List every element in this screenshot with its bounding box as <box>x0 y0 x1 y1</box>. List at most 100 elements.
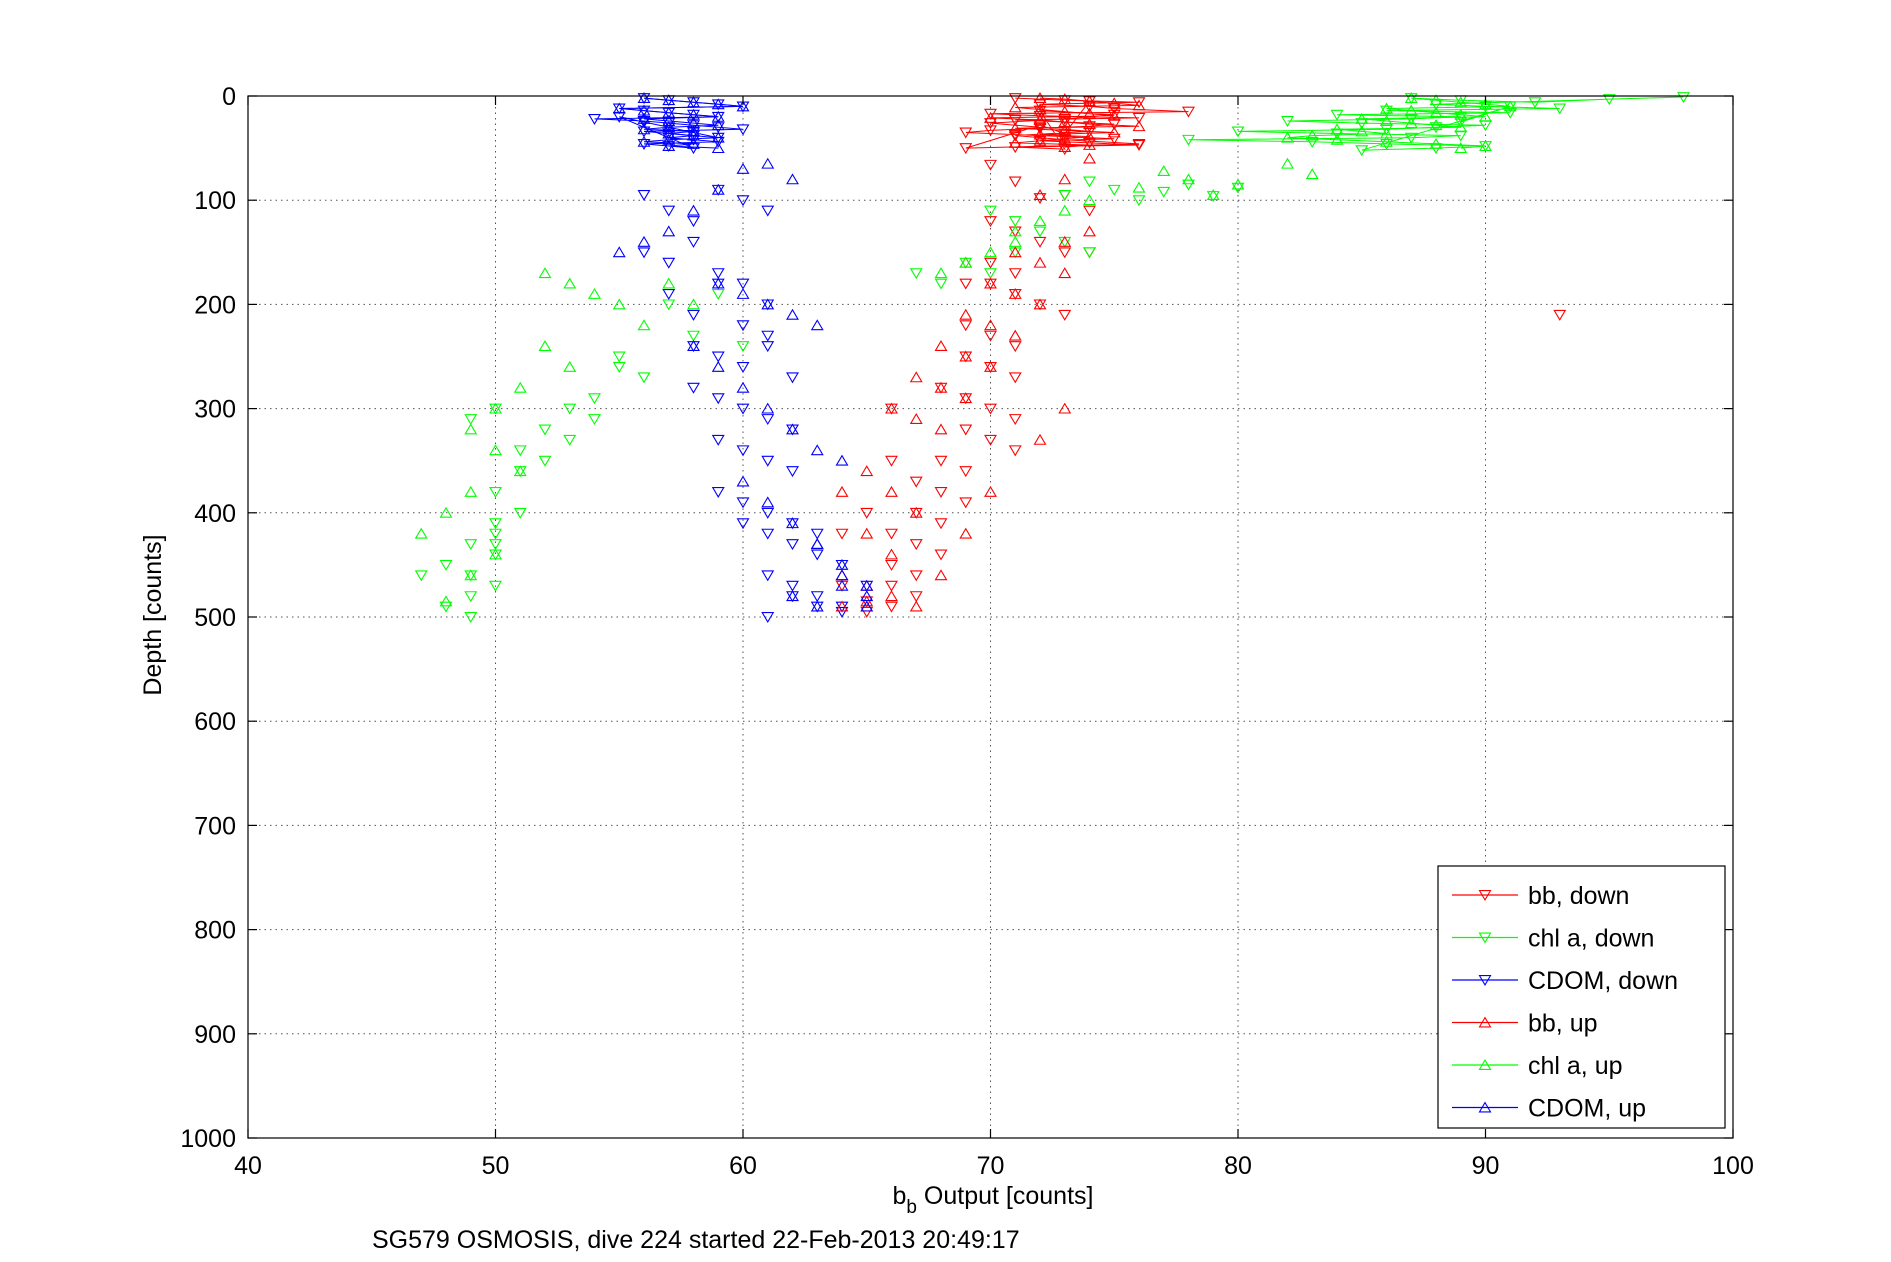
data-point-bb-down <box>1008 341 1022 353</box>
legend-label: bb, down <box>1528 882 1629 910</box>
data-point-chl-a-down <box>984 205 997 217</box>
data-point-chl-a-up <box>1380 135 1393 147</box>
legend-label: CDOM, up <box>1528 1095 1646 1123</box>
legend: bb, down chl a, down CDOM, down bb, up chl a… <box>1437 865 1726 1129</box>
data-point-chl-a-up <box>984 246 997 258</box>
data-point-chl-a-up <box>1404 104 1418 116</box>
data-point-chl-a-up <box>1008 235 1022 247</box>
legend-label: bb, up <box>1528 1010 1598 1038</box>
data-point-chl-a-down <box>1008 216 1022 228</box>
data-point-cdom-up <box>761 298 775 310</box>
data-point-bb-up <box>860 527 874 539</box>
data-point-cdom-down <box>761 528 775 540</box>
data-point-bb-down <box>1058 134 1072 146</box>
data-point-cdom-down <box>711 393 725 405</box>
data-point-bb-up <box>835 485 849 497</box>
legend-marker <box>1478 932 1492 944</box>
data-point-bb-up <box>885 485 898 497</box>
data-point-chl-a-up <box>489 444 502 456</box>
y-tick-label: 600 <box>194 708 236 736</box>
data-point-chl-a-up <box>637 319 651 331</box>
data-point-bb-up <box>909 600 923 612</box>
data-point-bb-up <box>1058 235 1072 247</box>
data-point-bb-down <box>1083 137 1096 149</box>
data-point-chl-a-down <box>1677 92 1690 104</box>
data-point-cdom-down <box>637 190 651 202</box>
data-point-chl-a-down <box>439 601 453 613</box>
data-point-chl-a-up <box>1330 133 1344 145</box>
data-point-bb-up <box>1083 118 1096 130</box>
y-tick-label: 700 <box>194 812 236 840</box>
data-point-bb-down <box>984 257 997 269</box>
data-point-cdom-up <box>662 114 676 126</box>
data-point-bb-down <box>1008 176 1022 188</box>
data-point-bb-up <box>885 548 898 560</box>
data-point-chl-a-up <box>1404 92 1418 104</box>
data-point-chl-a-down <box>1157 186 1171 198</box>
data-point-bb-up <box>1058 173 1072 185</box>
data-point-bb-down <box>1033 120 1047 132</box>
legend-item-cdom-down: CDOM, down <box>1452 967 1678 995</box>
data-point-bb-down <box>959 320 973 332</box>
data-point-bb-down <box>1033 193 1047 205</box>
data-point-chl-a-up <box>414 527 428 539</box>
data-point-chl-a-up <box>1355 125 1369 137</box>
data-point-cdom-down <box>786 539 799 551</box>
data-point-bb-down <box>1132 112 1146 124</box>
data-point-bb-up <box>1008 101 1022 113</box>
data-point-chl-a-up <box>1281 157 1294 169</box>
data-point-chl-a-down <box>513 445 527 457</box>
data-point-chl-a-up <box>1479 139 1492 151</box>
data-point-bb-down <box>984 403 997 415</box>
data-markers <box>414 92 1690 624</box>
data-point-chl-a-up <box>662 277 676 289</box>
y-tick-label: 900 <box>194 1021 236 1049</box>
data-point-chl-a-down <box>538 424 552 436</box>
data-point-bb-up <box>835 600 849 612</box>
data-point-chl-a-up <box>934 267 948 279</box>
data-point-bb-down <box>1058 131 1072 143</box>
data-point-chl-a-up <box>1503 100 1517 112</box>
data-point-chl-a-down <box>909 268 923 280</box>
x-axis-label-rest: Output [counts] <box>917 1182 1094 1210</box>
data-point-bb-down <box>1553 309 1567 321</box>
data-point-cdom-up <box>711 142 725 154</box>
data-point-bb-up <box>1083 152 1096 164</box>
data-point-cdom-down <box>711 487 725 498</box>
data-point-cdom-up <box>736 100 750 112</box>
data-point-cdom-down <box>662 289 676 301</box>
data-point-cdom-up <box>637 135 651 147</box>
data-point-cdom-down <box>736 445 750 457</box>
tick-labels: 40 50 60 70 80 90 1000100200300400500600700800… <box>180 83 1753 1180</box>
data-point-chl-a-down <box>1083 247 1096 259</box>
data-point-chl-a-up <box>538 267 552 279</box>
data-point-chl-a-down <box>538 455 552 467</box>
data-point-bb-up <box>909 412 923 424</box>
data-point-chl-a-up <box>1033 215 1047 226</box>
data-point-bb-up <box>959 527 973 539</box>
data-point-chl-a-down <box>984 268 997 280</box>
series-surface-cdom-up <box>612 92 750 154</box>
data-point-bb-down <box>959 497 973 509</box>
data-point-chl-a-down <box>637 372 651 384</box>
data-point-bb-down <box>885 455 898 467</box>
data-point-cdom-down <box>736 403 750 415</box>
data-point-chl-a-down <box>464 591 478 603</box>
data-point-chl-a-up <box>464 569 478 581</box>
figure-caption: SG579 OSMOSIS, dive 224 started 22-Feb-2… <box>372 1226 1020 1254</box>
data-point-bb-down <box>1008 268 1022 280</box>
data-point-chl-a-down <box>513 507 527 519</box>
data-point-chl-a-down <box>563 403 577 415</box>
data-point-chl-a-down <box>1380 105 1393 117</box>
data-point-cdom-up <box>786 590 799 602</box>
data-point-chl-a-down <box>736 341 750 353</box>
data-point-chl-a-up <box>1429 137 1443 149</box>
data-point-bb-down <box>984 159 997 171</box>
data-point-bb-down <box>1083 126 1096 138</box>
data-point-chl-a-up <box>513 465 527 477</box>
data-point-bb-down <box>984 108 997 120</box>
data-point-bb-down <box>1058 128 1072 140</box>
data-point-cdom-up <box>810 444 824 456</box>
data-point-bb-up <box>934 340 948 352</box>
data-point-cdom-down <box>761 205 775 217</box>
